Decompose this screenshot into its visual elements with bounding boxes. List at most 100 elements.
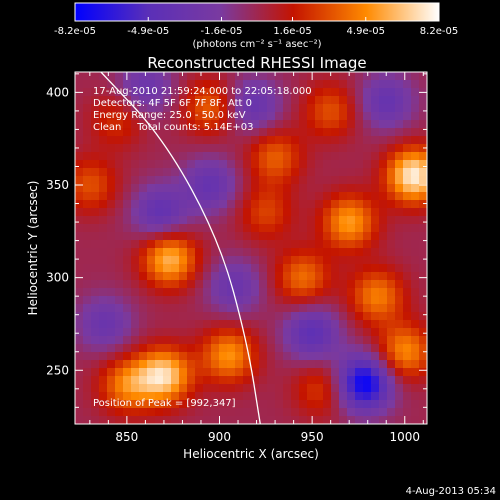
heatmap-cell bbox=[299, 296, 308, 305]
heatmap-cell bbox=[371, 80, 380, 89]
heatmap-cell bbox=[323, 264, 332, 273]
heatmap-cell bbox=[283, 200, 292, 209]
heatmap-cell bbox=[83, 360, 92, 369]
heatmap-cell bbox=[195, 88, 204, 97]
heatmap-cell bbox=[315, 120, 324, 129]
heatmap-cell bbox=[267, 352, 276, 361]
heatmap-cell bbox=[299, 112, 308, 121]
heatmap-cell bbox=[259, 320, 268, 329]
heatmap-cell bbox=[291, 240, 300, 249]
heatmap-cell bbox=[275, 184, 284, 193]
heatmap-cell bbox=[227, 336, 236, 345]
heatmap-cell bbox=[307, 336, 316, 345]
heatmap-cell bbox=[171, 352, 180, 361]
heatmap-cell bbox=[267, 336, 276, 345]
heatmap-cell bbox=[171, 112, 180, 121]
heatmap-cell bbox=[107, 256, 116, 265]
heatmap-cell bbox=[395, 312, 404, 321]
heatmap-cell bbox=[139, 224, 148, 233]
heatmap-cell bbox=[83, 232, 92, 241]
heatmap-cell bbox=[203, 272, 212, 281]
heatmap-cell bbox=[179, 248, 188, 257]
heatmap-cell bbox=[419, 336, 427, 345]
heatmap-cell bbox=[307, 400, 316, 409]
heatmap-cell bbox=[355, 96, 364, 105]
heatmap-cell bbox=[411, 120, 420, 129]
colorbar-ramp bbox=[75, 3, 439, 21]
heatmap-cell bbox=[395, 384, 404, 393]
heatmap-cell bbox=[211, 112, 220, 121]
heatmap-cell bbox=[307, 168, 316, 177]
heatmap-cell bbox=[275, 120, 284, 129]
heatmap-cell bbox=[411, 376, 420, 385]
heatmap-cell bbox=[395, 264, 404, 273]
heatmap-cell bbox=[227, 344, 236, 353]
heatmap-cell bbox=[403, 200, 412, 209]
heatmap-cell bbox=[291, 376, 300, 385]
heatmap-cell bbox=[243, 176, 252, 185]
heatmap-cell bbox=[147, 232, 156, 241]
heatmap-cell bbox=[131, 304, 140, 313]
heatmap-cell bbox=[99, 376, 108, 385]
heatmap-cell bbox=[251, 352, 260, 361]
heatmap-cell bbox=[251, 144, 260, 153]
heatmap-cell bbox=[395, 96, 404, 105]
heatmap-cell bbox=[235, 120, 244, 129]
heatmap-cell bbox=[395, 336, 404, 345]
heatmap-cell bbox=[163, 160, 172, 169]
heatmap-cell bbox=[267, 232, 276, 241]
footer-timestamp: 4-Aug-2013 05:34 bbox=[406, 486, 496, 497]
heatmap-cell bbox=[355, 352, 364, 361]
heatmap-cell bbox=[363, 88, 372, 97]
heatmap-cell bbox=[371, 208, 380, 217]
heatmap-cell bbox=[155, 240, 164, 249]
heatmap-cell bbox=[235, 128, 244, 137]
heatmap-cell bbox=[131, 288, 140, 297]
heatmap-cell bbox=[323, 384, 332, 393]
heatmap-cell bbox=[411, 384, 420, 393]
heatmap-cell bbox=[411, 104, 420, 113]
heatmap-cell bbox=[387, 72, 396, 81]
heatmap-cell bbox=[347, 392, 356, 401]
heatmap-cell bbox=[83, 336, 92, 345]
heatmap-cell bbox=[315, 328, 324, 337]
heatmap-cell bbox=[115, 128, 124, 137]
heatmap-cell bbox=[195, 392, 204, 401]
heatmap-cell bbox=[163, 408, 172, 417]
heatmap-cell bbox=[411, 88, 420, 97]
heatmap-cell bbox=[371, 240, 380, 249]
heatmap-cell bbox=[387, 352, 396, 361]
heatmap-cell bbox=[91, 136, 100, 145]
heatmap-cell bbox=[307, 224, 316, 233]
heatmap-cell bbox=[243, 352, 252, 361]
heatmap-cell bbox=[259, 336, 268, 345]
heatmap-cell bbox=[227, 216, 236, 225]
heatmap-cell bbox=[371, 376, 380, 385]
heatmap-cell bbox=[283, 80, 292, 89]
heatmap-cell bbox=[83, 216, 92, 225]
heatmap-cell bbox=[99, 128, 108, 137]
heatmap-cell bbox=[299, 416, 308, 424]
heatmap-cell bbox=[123, 392, 132, 401]
heatmap-cell bbox=[355, 80, 364, 89]
heatmap-cell bbox=[387, 296, 396, 305]
heatmap-cell bbox=[179, 224, 188, 233]
heatmap-cell bbox=[363, 216, 372, 225]
heatmap-cell bbox=[155, 136, 164, 145]
heatmap-cell bbox=[315, 248, 324, 257]
heatmap-cell bbox=[395, 72, 404, 81]
heatmap-cell bbox=[307, 416, 316, 424]
heatmap-cell bbox=[403, 96, 412, 105]
y-tick-label: 350 bbox=[46, 178, 69, 192]
heatmap-cell bbox=[387, 128, 396, 137]
heatmap-cell bbox=[259, 304, 268, 313]
heatmap-cell bbox=[147, 352, 156, 361]
heatmap-cell bbox=[211, 168, 220, 177]
heatmap-cell bbox=[267, 264, 276, 273]
heatmap-cell bbox=[299, 224, 308, 233]
heatmap-cell bbox=[259, 200, 268, 209]
heatmap-cell bbox=[83, 168, 92, 177]
heatmap-cell bbox=[131, 128, 140, 137]
heatmap-cell bbox=[275, 216, 284, 225]
